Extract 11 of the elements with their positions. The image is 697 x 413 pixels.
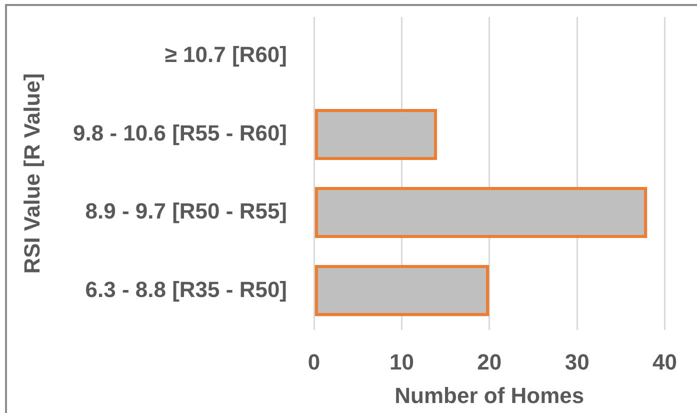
y-tick-label: 9.8 - 10.6 [R55 - R60] bbox=[73, 120, 287, 146]
y-axis-title: RSI Value [R Value] bbox=[19, 73, 44, 274]
y-tick-label: ≥ 10.7 [R60] bbox=[164, 42, 287, 68]
y-tick-label: 8.9 - 9.7 [R50 - R55] bbox=[85, 198, 287, 224]
x-tick-label: 20 bbox=[477, 349, 502, 374]
x-tick-label: 0 bbox=[308, 349, 320, 374]
x-tick-label: 40 bbox=[652, 349, 678, 374]
x-tick-label: 10 bbox=[389, 349, 414, 374]
x-tick-label: 30 bbox=[564, 349, 590, 374]
y-tick-label: 6.3 - 8.8 [R35 - R50] bbox=[85, 276, 287, 302]
x-axis-title: Number of Homes bbox=[394, 382, 584, 408]
